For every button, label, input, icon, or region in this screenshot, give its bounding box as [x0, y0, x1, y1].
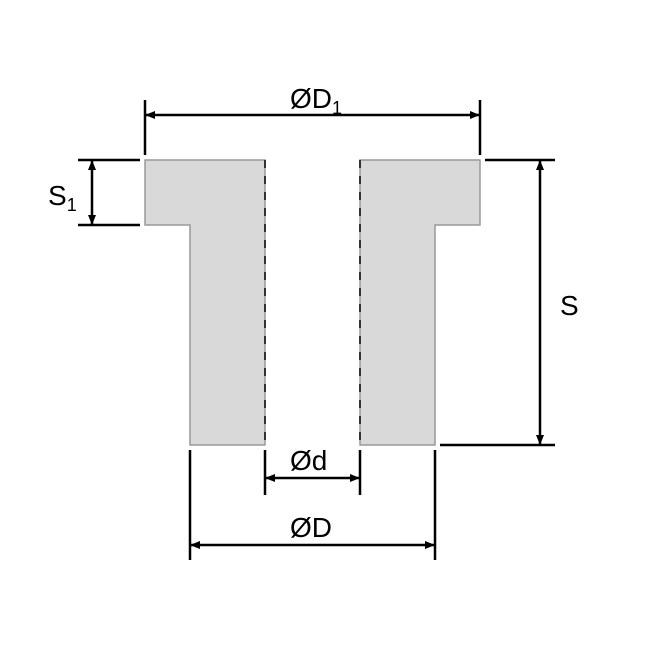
bushing-cross-section-svg: ØD1 S1 S Ød	[0, 0, 671, 670]
label-d: Ød	[290, 445, 327, 476]
dimension-d: Ød	[265, 445, 360, 495]
label-D: ØD	[290, 512, 332, 543]
dimension-D1: ØD1	[145, 83, 480, 155]
part-right-half	[360, 160, 480, 445]
technical-drawing: ØD1 S1 S Ød	[0, 0, 671, 670]
label-S1: S1	[48, 180, 77, 215]
bushing-cross-section	[145, 160, 480, 445]
dimension-S1: S1	[48, 160, 140, 225]
label-D1: ØD1	[290, 83, 342, 118]
part-left-half	[145, 160, 265, 445]
label-S: S	[560, 290, 579, 321]
